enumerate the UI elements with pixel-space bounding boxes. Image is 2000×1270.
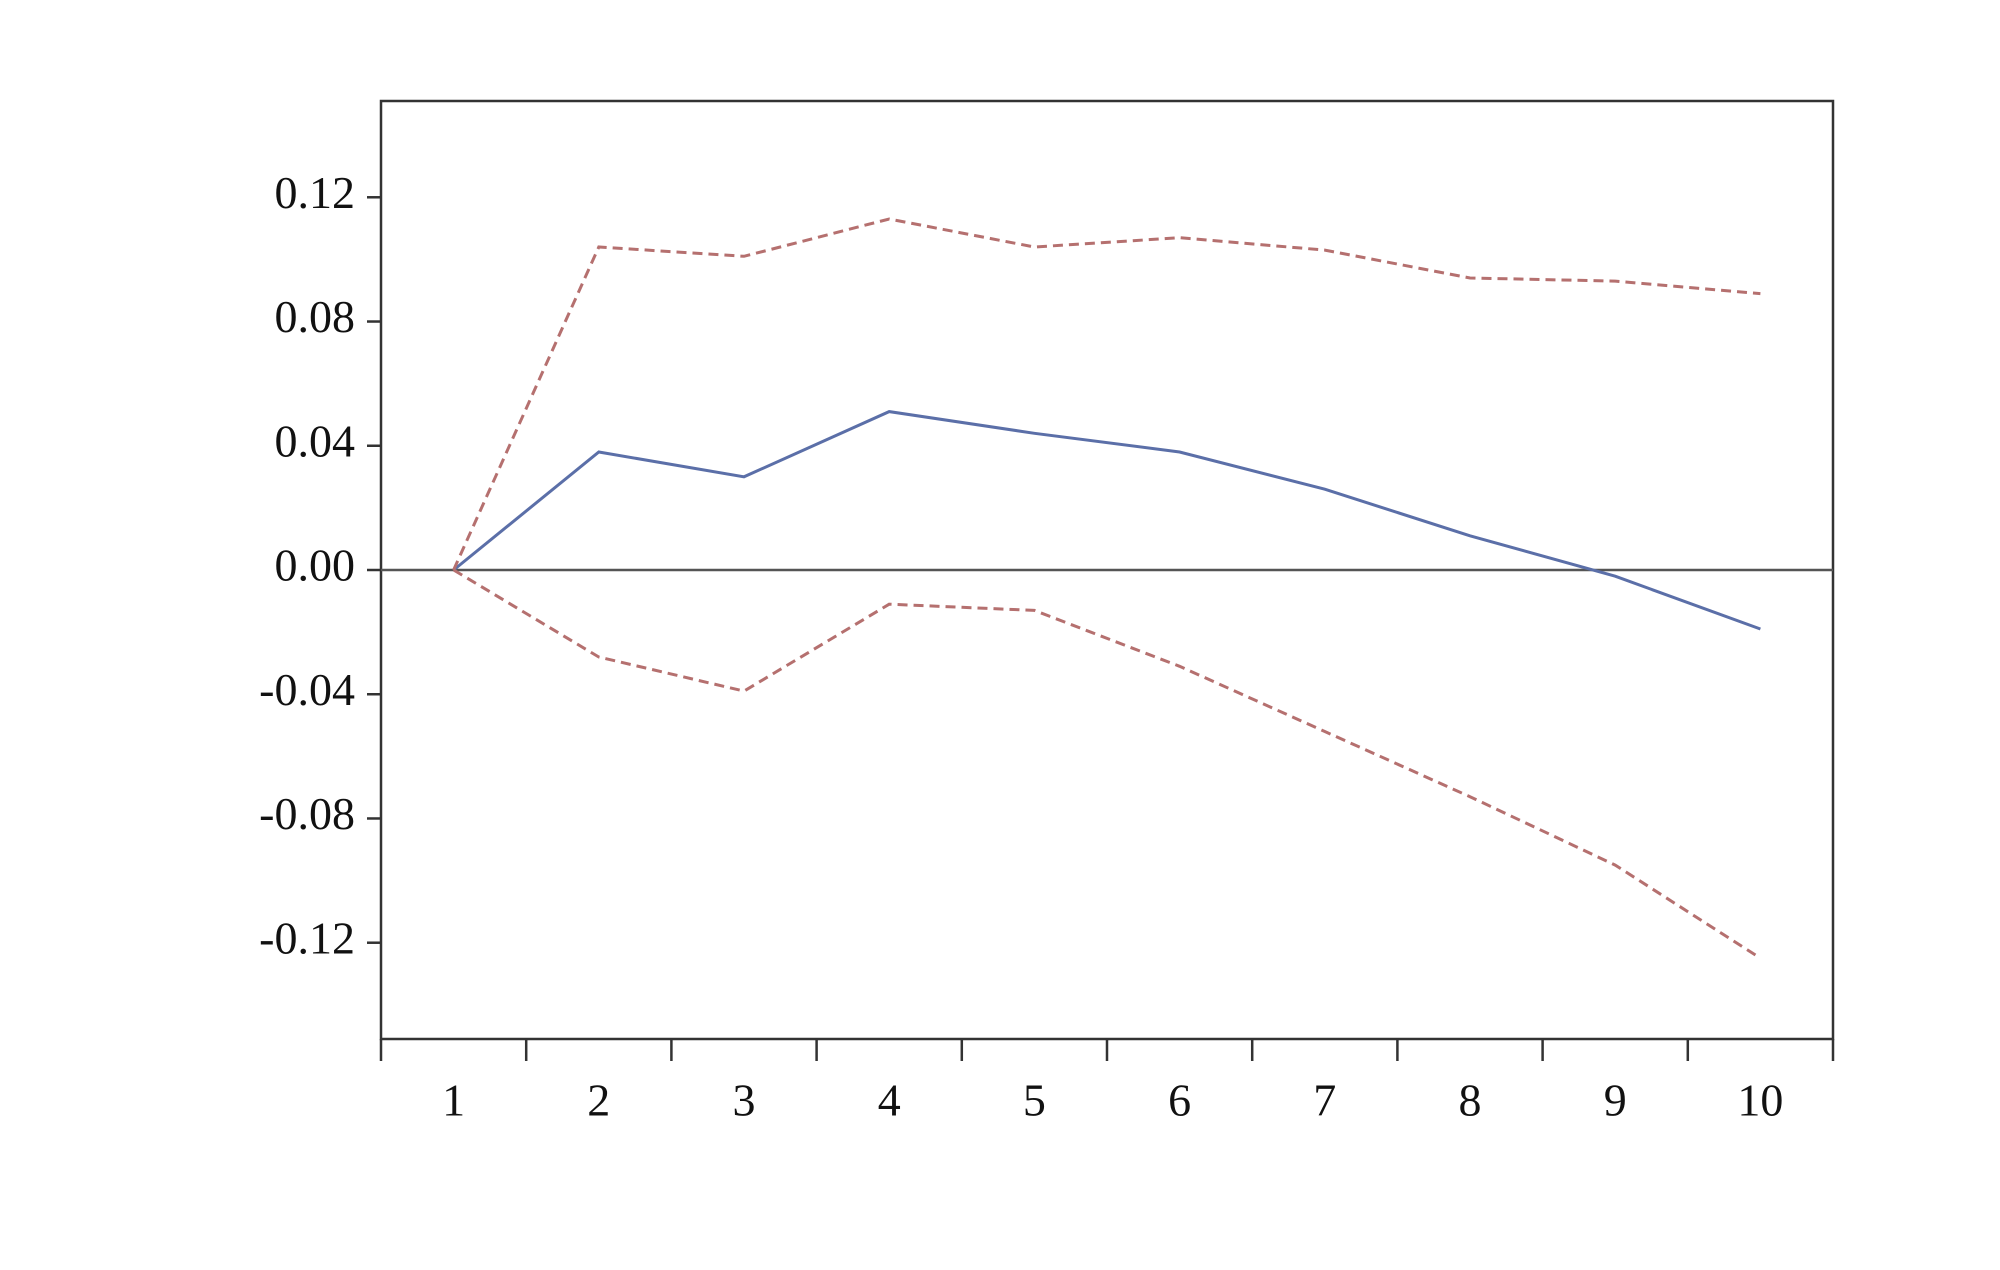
series-line — [452, 568, 1762, 960]
y-tick-label: 0.08 — [275, 291, 356, 342]
x-tick-label: 1 — [442, 1075, 465, 1126]
x-tick-label: 6 — [1168, 1075, 1191, 1126]
x-tick-label: 4 — [878, 1075, 901, 1126]
x-tick-label: 5 — [1023, 1075, 1046, 1126]
series-line — [452, 217, 1761, 571]
x-tick-label: 2 — [587, 1075, 610, 1126]
y-tick-label: -0.12 — [259, 912, 355, 963]
y-tick-label: 0.04 — [275, 415, 356, 466]
x-tick-label: 9 — [1604, 1075, 1627, 1126]
y-tick-label: -0.04 — [259, 664, 355, 715]
x-tick-label: 10 — [1737, 1075, 1783, 1126]
y-tick-label: 0.12 — [275, 167, 356, 218]
y-tick-label: 0.00 — [275, 540, 356, 591]
y-tick-label: -0.08 — [259, 788, 355, 839]
x-tick-label: 8 — [1459, 1075, 1482, 1126]
series-line — [452, 410, 1761, 631]
x-tick-label: 3 — [733, 1075, 756, 1126]
x-tick-label: 7 — [1313, 1075, 1336, 1126]
